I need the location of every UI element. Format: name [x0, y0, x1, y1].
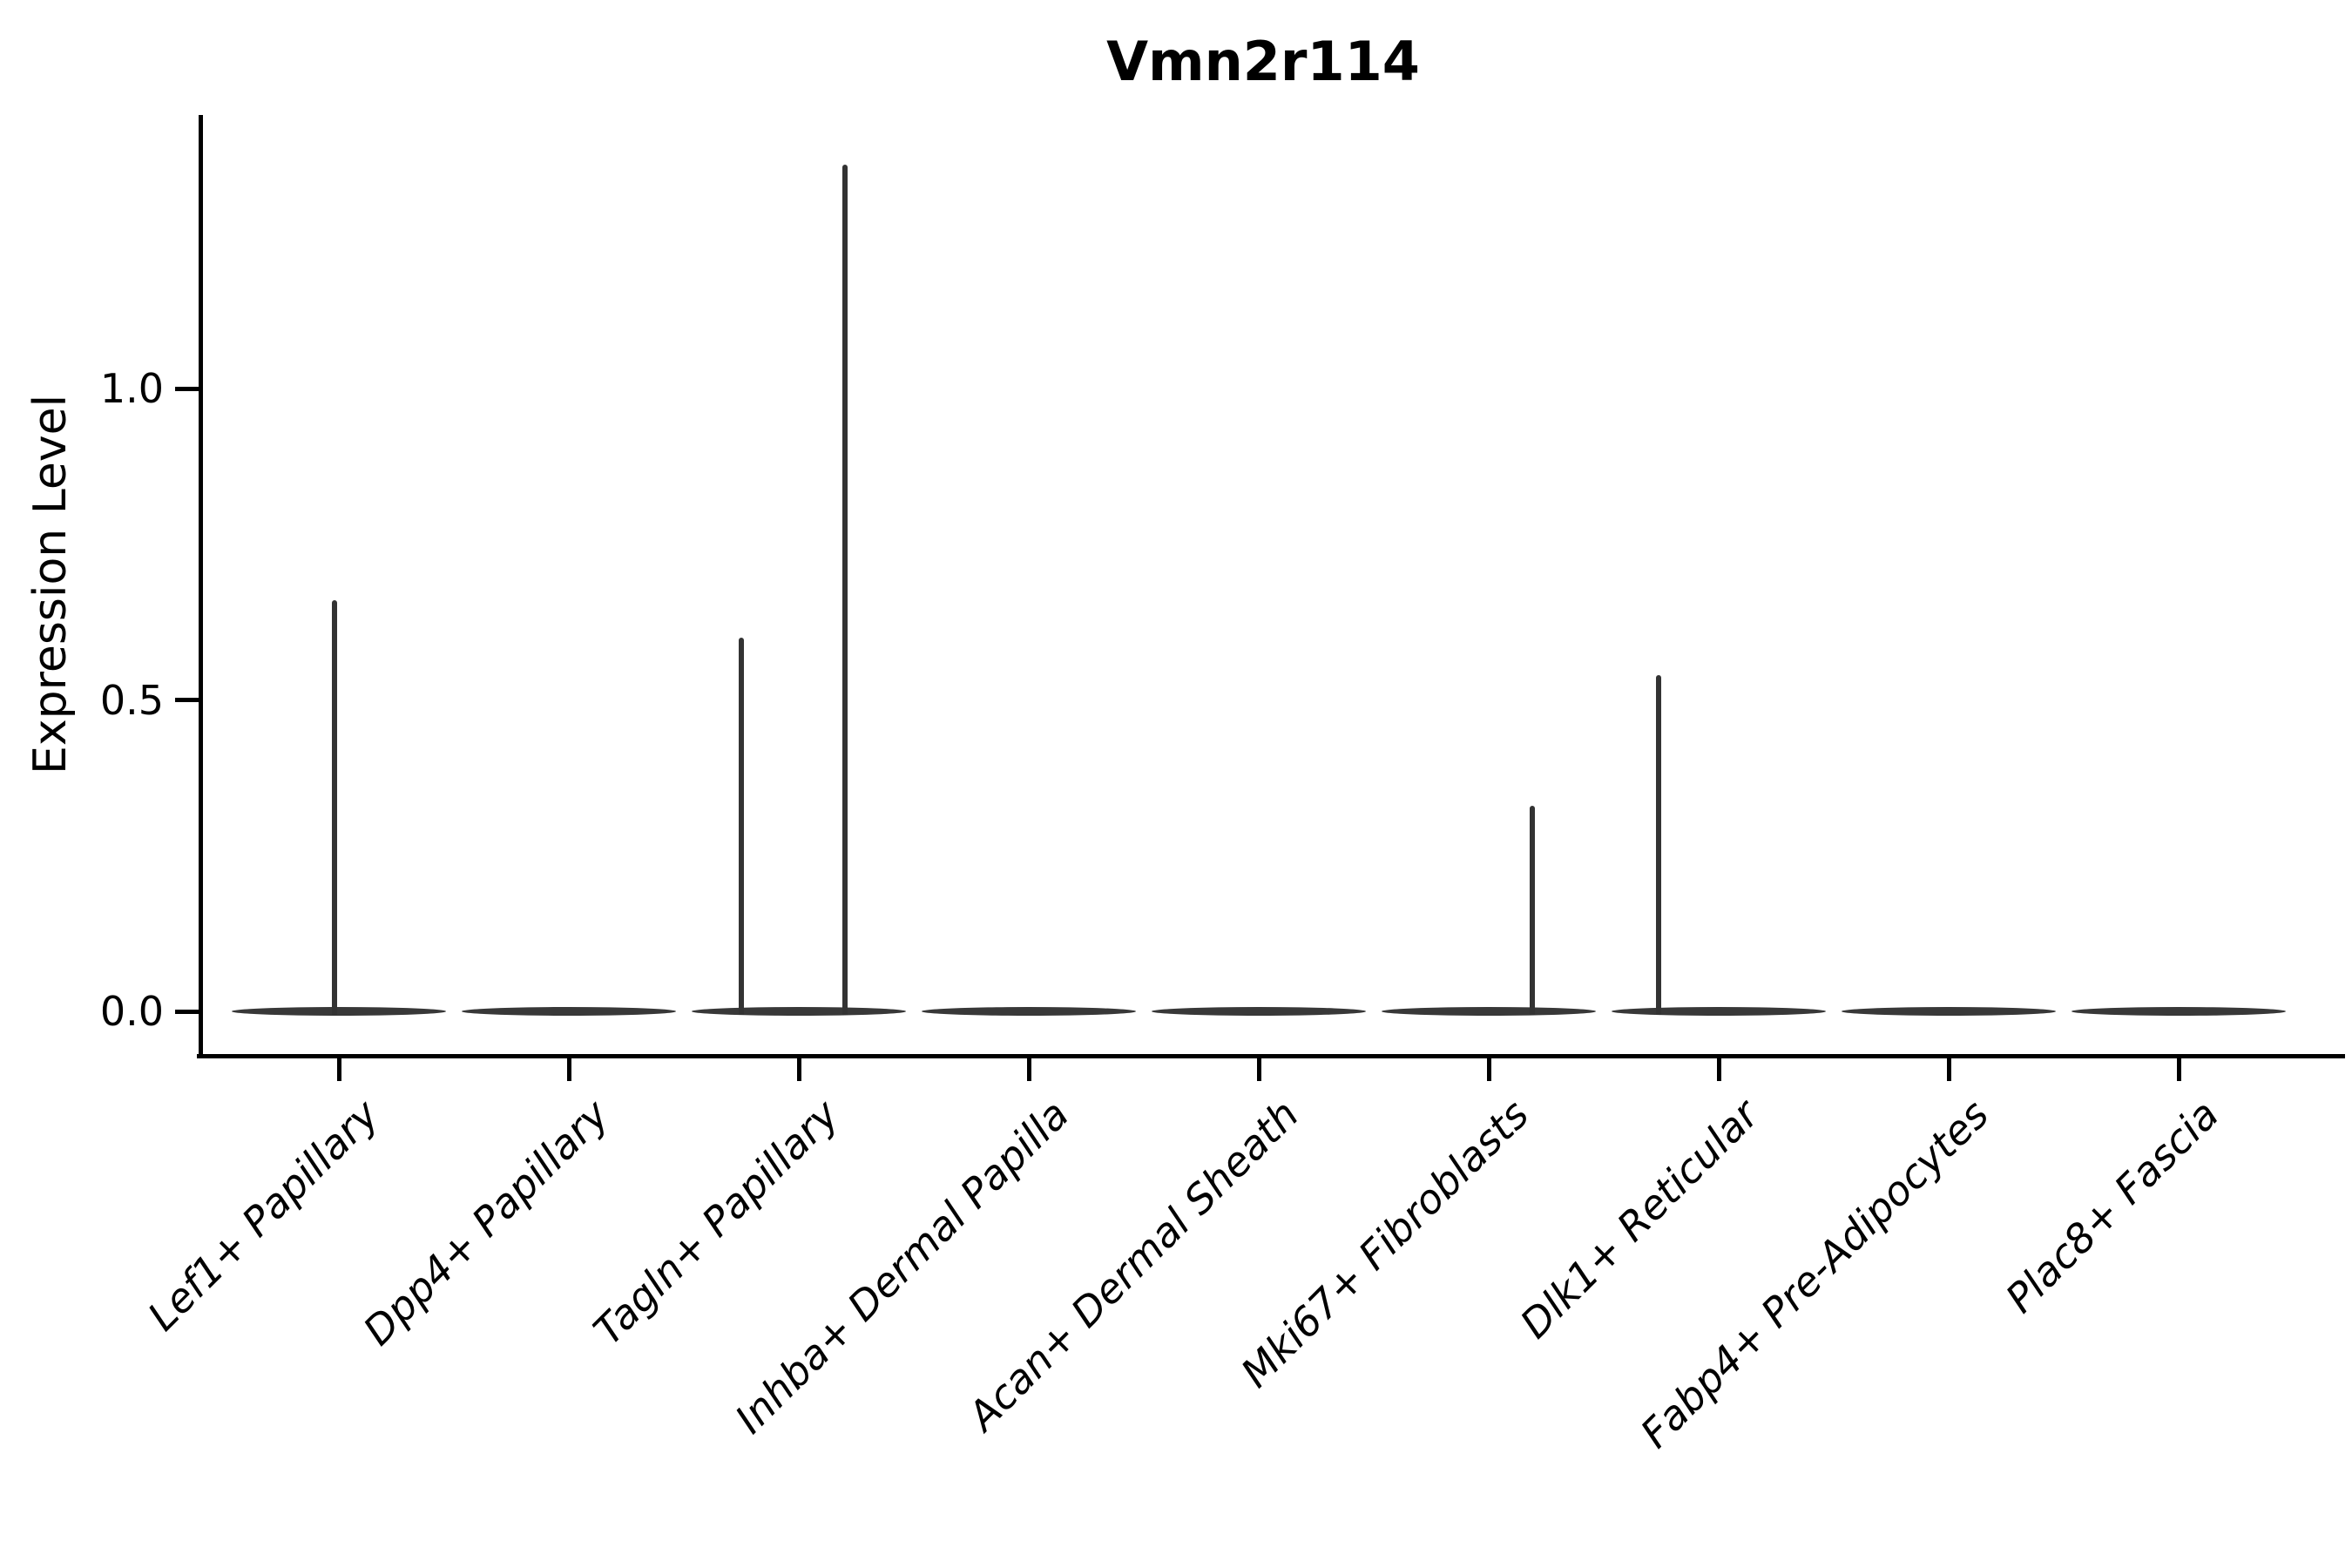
- x-axis-spine: [197, 1054, 2345, 1058]
- violin-body: [232, 1007, 446, 1016]
- violin-spike: [841, 164, 848, 1015]
- y-tick-mark: [175, 386, 199, 391]
- violin-spike: [1530, 806, 1536, 1015]
- chart-title: Vmn2r114: [1106, 30, 1420, 93]
- x-tick-label: Tagln+ Papillary: [584, 1091, 848, 1355]
- y-tick-mark: [175, 698, 199, 702]
- x-tick-mark: [1486, 1058, 1491, 1081]
- violin-body: [922, 1007, 1136, 1016]
- violin-body: [2072, 1007, 2286, 1016]
- x-tick-mark: [566, 1058, 571, 1081]
- x-tick-mark: [1946, 1058, 1951, 1081]
- violin-spike: [331, 600, 337, 1015]
- violin-body: [462, 1007, 676, 1016]
- y-tick-mark: [175, 1009, 199, 1014]
- y-tick-label: 1.0: [99, 365, 164, 412]
- y-axis-spine: [199, 115, 203, 1058]
- y-tick-label: 0.5: [99, 676, 164, 724]
- violin-spike: [739, 638, 744, 1015]
- x-tick-label: Dpp4+ Papillary: [354, 1091, 618, 1355]
- violin-body: [1152, 1007, 1366, 1016]
- x-tick-label: Plac8+ Fascia: [1996, 1091, 2228, 1322]
- violin-spike: [1656, 674, 1662, 1015]
- x-tick-mark: [796, 1058, 801, 1081]
- violin-body: [692, 1007, 906, 1016]
- x-tick-mark: [2176, 1058, 2181, 1081]
- y-tick-label: 0.0: [99, 988, 164, 1035]
- x-tick-mark: [1256, 1058, 1261, 1081]
- x-tick-mark: [1026, 1058, 1031, 1081]
- x-tick-label: Lef1+ Papillary: [139, 1091, 389, 1340]
- x-tick-label: Dlk1+ Reticular: [1511, 1091, 1768, 1348]
- violin-body: [1382, 1007, 1596, 1016]
- violin-body: [1612, 1007, 1826, 1016]
- x-tick-mark: [1716, 1058, 1721, 1081]
- x-tick-mark: [336, 1058, 341, 1081]
- violin-body: [1842, 1007, 2056, 1016]
